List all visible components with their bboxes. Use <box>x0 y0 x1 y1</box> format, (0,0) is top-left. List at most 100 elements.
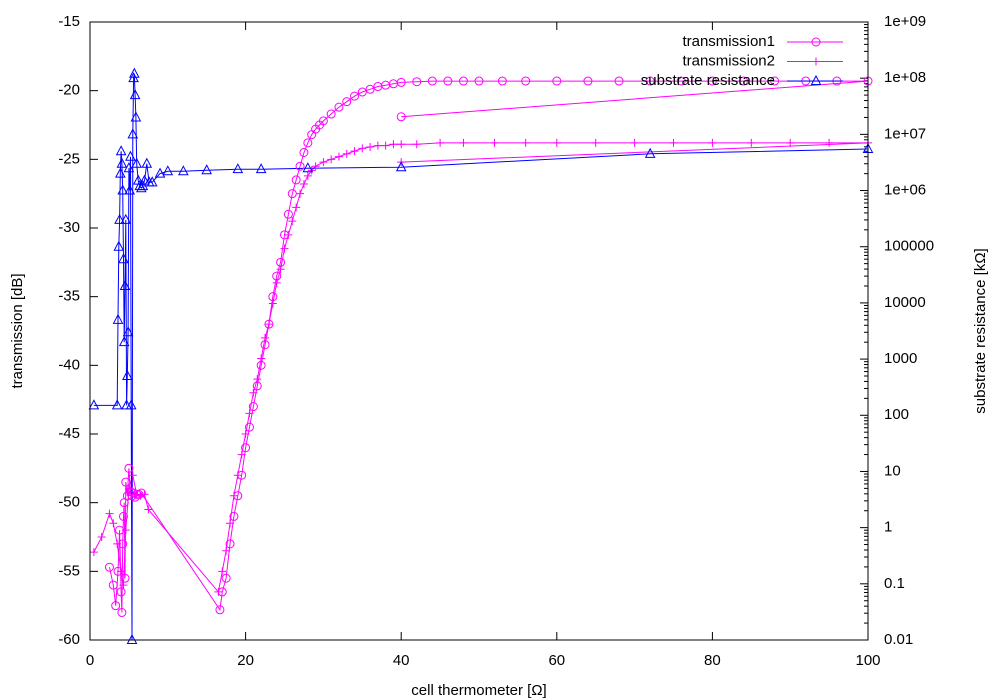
data-point <box>105 509 114 518</box>
data-point <box>396 112 406 122</box>
data-point <box>366 142 375 151</box>
data-point <box>116 157 128 168</box>
data-point <box>178 165 189 176</box>
data-point <box>128 471 137 480</box>
data-point <box>112 313 124 324</box>
data-point <box>119 279 131 290</box>
data-point <box>264 320 273 329</box>
data-point <box>747 138 756 147</box>
y-tick-label: -55 <box>58 562 80 579</box>
x-tick-label: 0 <box>86 652 94 669</box>
data-point <box>552 76 562 86</box>
data-point <box>284 230 293 239</box>
x-tick-label: 100 <box>855 652 880 669</box>
data-point <box>113 539 122 548</box>
series-line-1 <box>93 142 869 594</box>
y2-tick-label: 1e+08 <box>884 69 926 86</box>
data-point <box>129 89 141 100</box>
y2-tick-label: 100000 <box>884 238 934 255</box>
data-point <box>218 567 227 576</box>
data-point <box>248 402 258 412</box>
data-point <box>117 184 129 195</box>
data-point <box>125 399 137 410</box>
y2-tick-label: 1e+07 <box>884 125 926 142</box>
data-point <box>291 175 301 185</box>
data-point <box>97 533 106 541</box>
data-point <box>292 203 301 212</box>
data-point <box>232 163 244 174</box>
x-axis-title: cell thermometer [Ω] <box>411 682 546 699</box>
data-point <box>443 76 453 86</box>
data-point <box>88 399 100 410</box>
y-tick-label: -30 <box>58 219 80 236</box>
series-lines-layer <box>93 73 869 641</box>
data-point <box>334 102 344 112</box>
x-tick-label: 80 <box>704 652 721 669</box>
data-point <box>350 147 359 156</box>
data-point <box>249 388 258 397</box>
data-point <box>121 477 131 487</box>
data-point <box>358 144 367 153</box>
data-point <box>381 141 390 150</box>
data-point <box>253 375 262 384</box>
data-point <box>302 162 314 173</box>
data-point <box>154 167 166 178</box>
data-point <box>201 164 213 175</box>
data-point <box>272 278 281 287</box>
series-line-0 <box>109 80 869 613</box>
data-point <box>669 138 678 147</box>
data-point <box>412 140 421 149</box>
data-point <box>108 580 118 590</box>
data-point <box>125 150 136 161</box>
data-point <box>118 336 130 347</box>
data-point <box>132 490 141 499</box>
data-point <box>280 244 289 253</box>
data-point <box>127 128 139 139</box>
data-point <box>350 91 360 101</box>
data-point <box>118 511 128 521</box>
data-point <box>521 76 531 86</box>
y2-tick-label: 1e+09 <box>884 13 926 30</box>
data-point <box>283 209 293 219</box>
data-point <box>225 539 235 549</box>
data-point <box>630 138 639 147</box>
data-point <box>214 587 223 596</box>
data-point <box>124 484 133 493</box>
data-point <box>583 76 593 86</box>
legend: transmission1 transmission2 substrate resi… <box>641 33 843 89</box>
data-point <box>318 116 328 126</box>
data-point <box>459 138 468 147</box>
data-point <box>770 76 780 86</box>
data-point <box>245 409 254 418</box>
x-tick-label: 40 <box>393 652 410 669</box>
data-point <box>115 145 127 156</box>
legend-label: transmission1 <box>682 33 775 50</box>
data-point <box>89 548 98 557</box>
data-point <box>139 174 150 185</box>
data-point <box>257 354 266 363</box>
y2-tick-label: 1000 <box>884 350 917 367</box>
data-point <box>136 488 146 498</box>
series-points-1 <box>89 138 872 596</box>
y-tick-label: -20 <box>58 82 80 99</box>
data-point <box>303 171 312 180</box>
y2-tick-label: 0.01 <box>884 631 913 648</box>
data-point <box>311 162 320 171</box>
data-point <box>120 213 132 224</box>
data-point <box>120 573 130 583</box>
y2-axis-title: substrate resistance [kΩ] <box>972 248 989 413</box>
data-point <box>786 138 795 147</box>
data-point <box>115 167 126 178</box>
data-point <box>116 587 126 597</box>
data-point <box>113 240 125 251</box>
data-point <box>389 140 398 149</box>
data-point <box>303 138 313 148</box>
data-point <box>326 109 336 119</box>
data-point <box>299 147 309 157</box>
data-point <box>140 490 149 499</box>
data-point <box>614 76 624 86</box>
legend-marker <box>812 57 820 66</box>
data-point <box>396 77 406 87</box>
data-point <box>825 138 834 147</box>
